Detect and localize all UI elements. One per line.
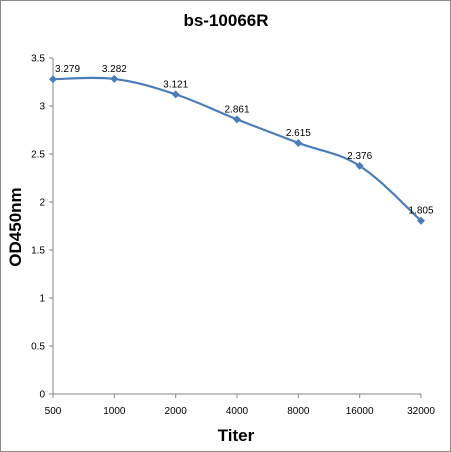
x-axis-ticks: 500 1000 2000 4000 8000 16000 32000	[45, 394, 435, 417]
series-line	[52, 76, 422, 222]
x-tick-label: 32000	[407, 406, 435, 417]
data-point-marker	[171, 90, 180, 99]
y-tick-label: 2.5	[31, 150, 45, 161]
data-point-marker	[417, 216, 425, 225]
data-label: 2.861	[224, 104, 249, 115]
y-tick-label: 3.5	[31, 54, 45, 65]
data-labels: 3.279 3.282 3.121 2.861 2.615 2.376 1.805	[55, 64, 434, 217]
data-label: 3.282	[102, 64, 127, 75]
data-point-marker	[355, 161, 364, 170]
y-tick-label: 0.5	[31, 342, 45, 353]
data-point-marker	[110, 74, 119, 83]
data-label: 2.376	[347, 151, 372, 162]
x-tick-label: 4000	[226, 406, 249, 417]
y-axis-title: OD450nm	[6, 187, 25, 266]
x-axis-title: Titer	[218, 426, 255, 445]
data-label: 1.805	[408, 206, 433, 217]
x-tick-label: 1000	[103, 406, 126, 417]
y-tick-label: 1	[39, 294, 45, 305]
x-tick-label: 2000	[165, 406, 188, 417]
y-axis-ticks: 0 0.5 1 1.5 2 2.5 3 3.5	[31, 54, 53, 401]
y-tick-label: 2	[39, 198, 45, 209]
x-tick-label: 8000	[287, 406, 310, 417]
data-label: 2.615	[286, 128, 311, 139]
x-tick-label: 16000	[346, 406, 374, 417]
chart-title: bs-10066R	[183, 11, 268, 30]
data-label: 3.121	[163, 79, 188, 90]
y-tick-label: 0	[39, 390, 45, 401]
data-point-marker	[49, 75, 57, 84]
series-markers	[49, 74, 425, 225]
data-point-marker	[233, 115, 241, 124]
data-point-marker	[294, 138, 303, 147]
y-tick-label: 1.5	[31, 246, 45, 257]
x-tick-label: 500	[45, 406, 62, 417]
y-tick-label: 3	[39, 102, 45, 113]
data-label: 3.279	[55, 64, 80, 75]
